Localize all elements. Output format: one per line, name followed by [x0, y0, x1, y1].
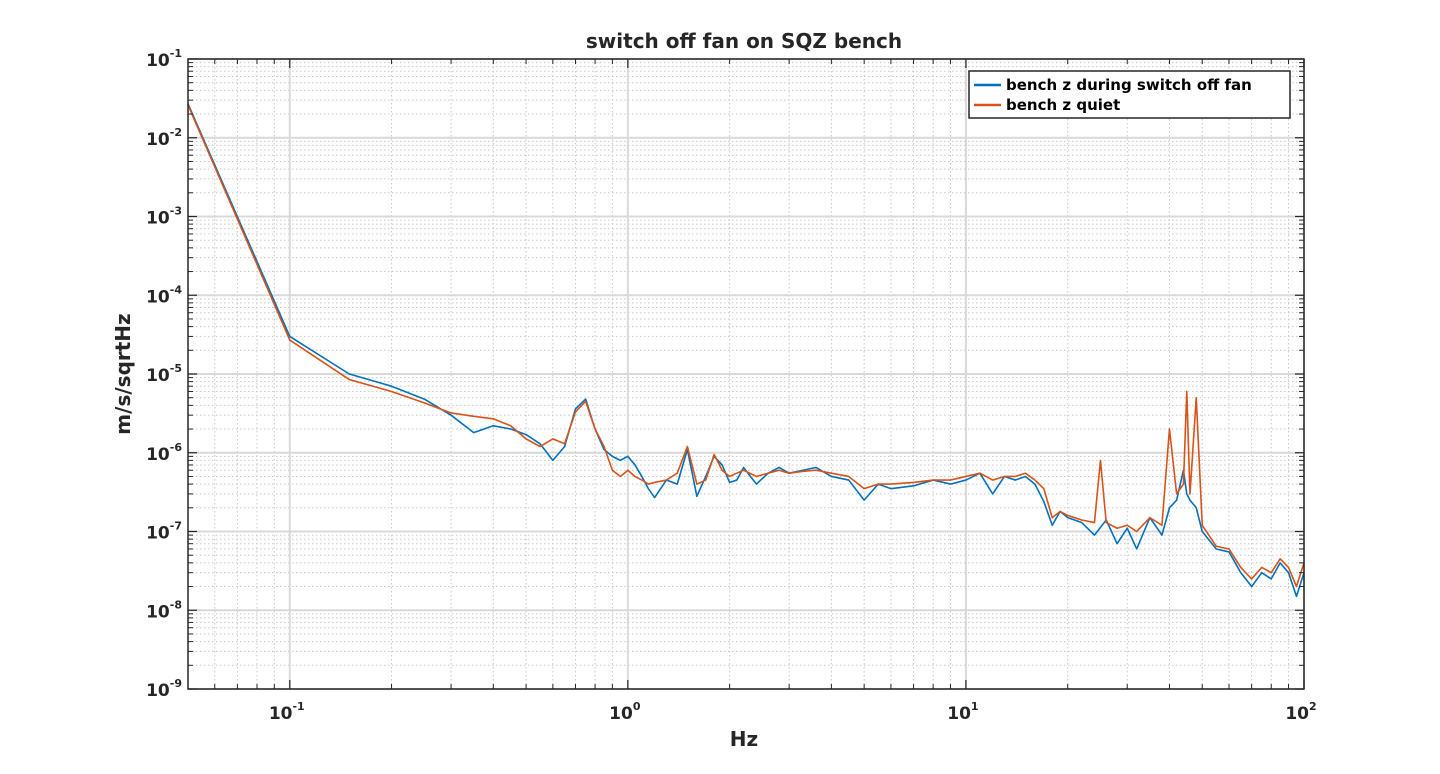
y-tick-label: 10-4	[146, 283, 182, 307]
y-tick-labels: 10-9 10-8 10-7 10-6 10-5 10-4 10-3 10-2 10-1	[146, 47, 182, 701]
x-tick-label: 101	[947, 700, 978, 724]
y-tick-label: 10-2	[146, 126, 182, 150]
y-tick-label: 10-6	[146, 441, 182, 465]
legend-label-during-fan: bench z during switch off fan	[1006, 76, 1252, 94]
legend-box	[968, 70, 1291, 119]
x-axis-label: Hz	[730, 727, 758, 751]
y-tick-label: 10-7	[146, 520, 182, 544]
minor-grid	[187, 59, 1304, 689]
y-tick-label: 10-3	[146, 205, 182, 229]
ticks-layer	[187, 58, 1305, 690]
x-tick-labels: 10-1 100 101 102	[269, 700, 1317, 724]
legend: bench z during switch off fan bench z qu…	[968, 70, 1291, 119]
chart-title: switch off fan on SQZ bench	[586, 29, 902, 53]
y-tick-label: 10-1	[146, 47, 182, 71]
y-tick-label: 10-8	[146, 598, 182, 622]
legend-label-quiet: bench z quiet	[1006, 96, 1120, 114]
series-line-1	[187, 104, 1305, 588]
x-tick-label: 100	[609, 700, 641, 724]
y-tick-label: 10-5	[146, 362, 182, 386]
y-tick-label: 10-9	[146, 677, 182, 701]
series-layer	[187, 103, 1305, 598]
x-tick-label: 10-1	[269, 700, 305, 724]
y-axis-label: m/s/sqrtHz	[111, 313, 135, 434]
x-tick-label: 102	[1285, 700, 1316, 724]
